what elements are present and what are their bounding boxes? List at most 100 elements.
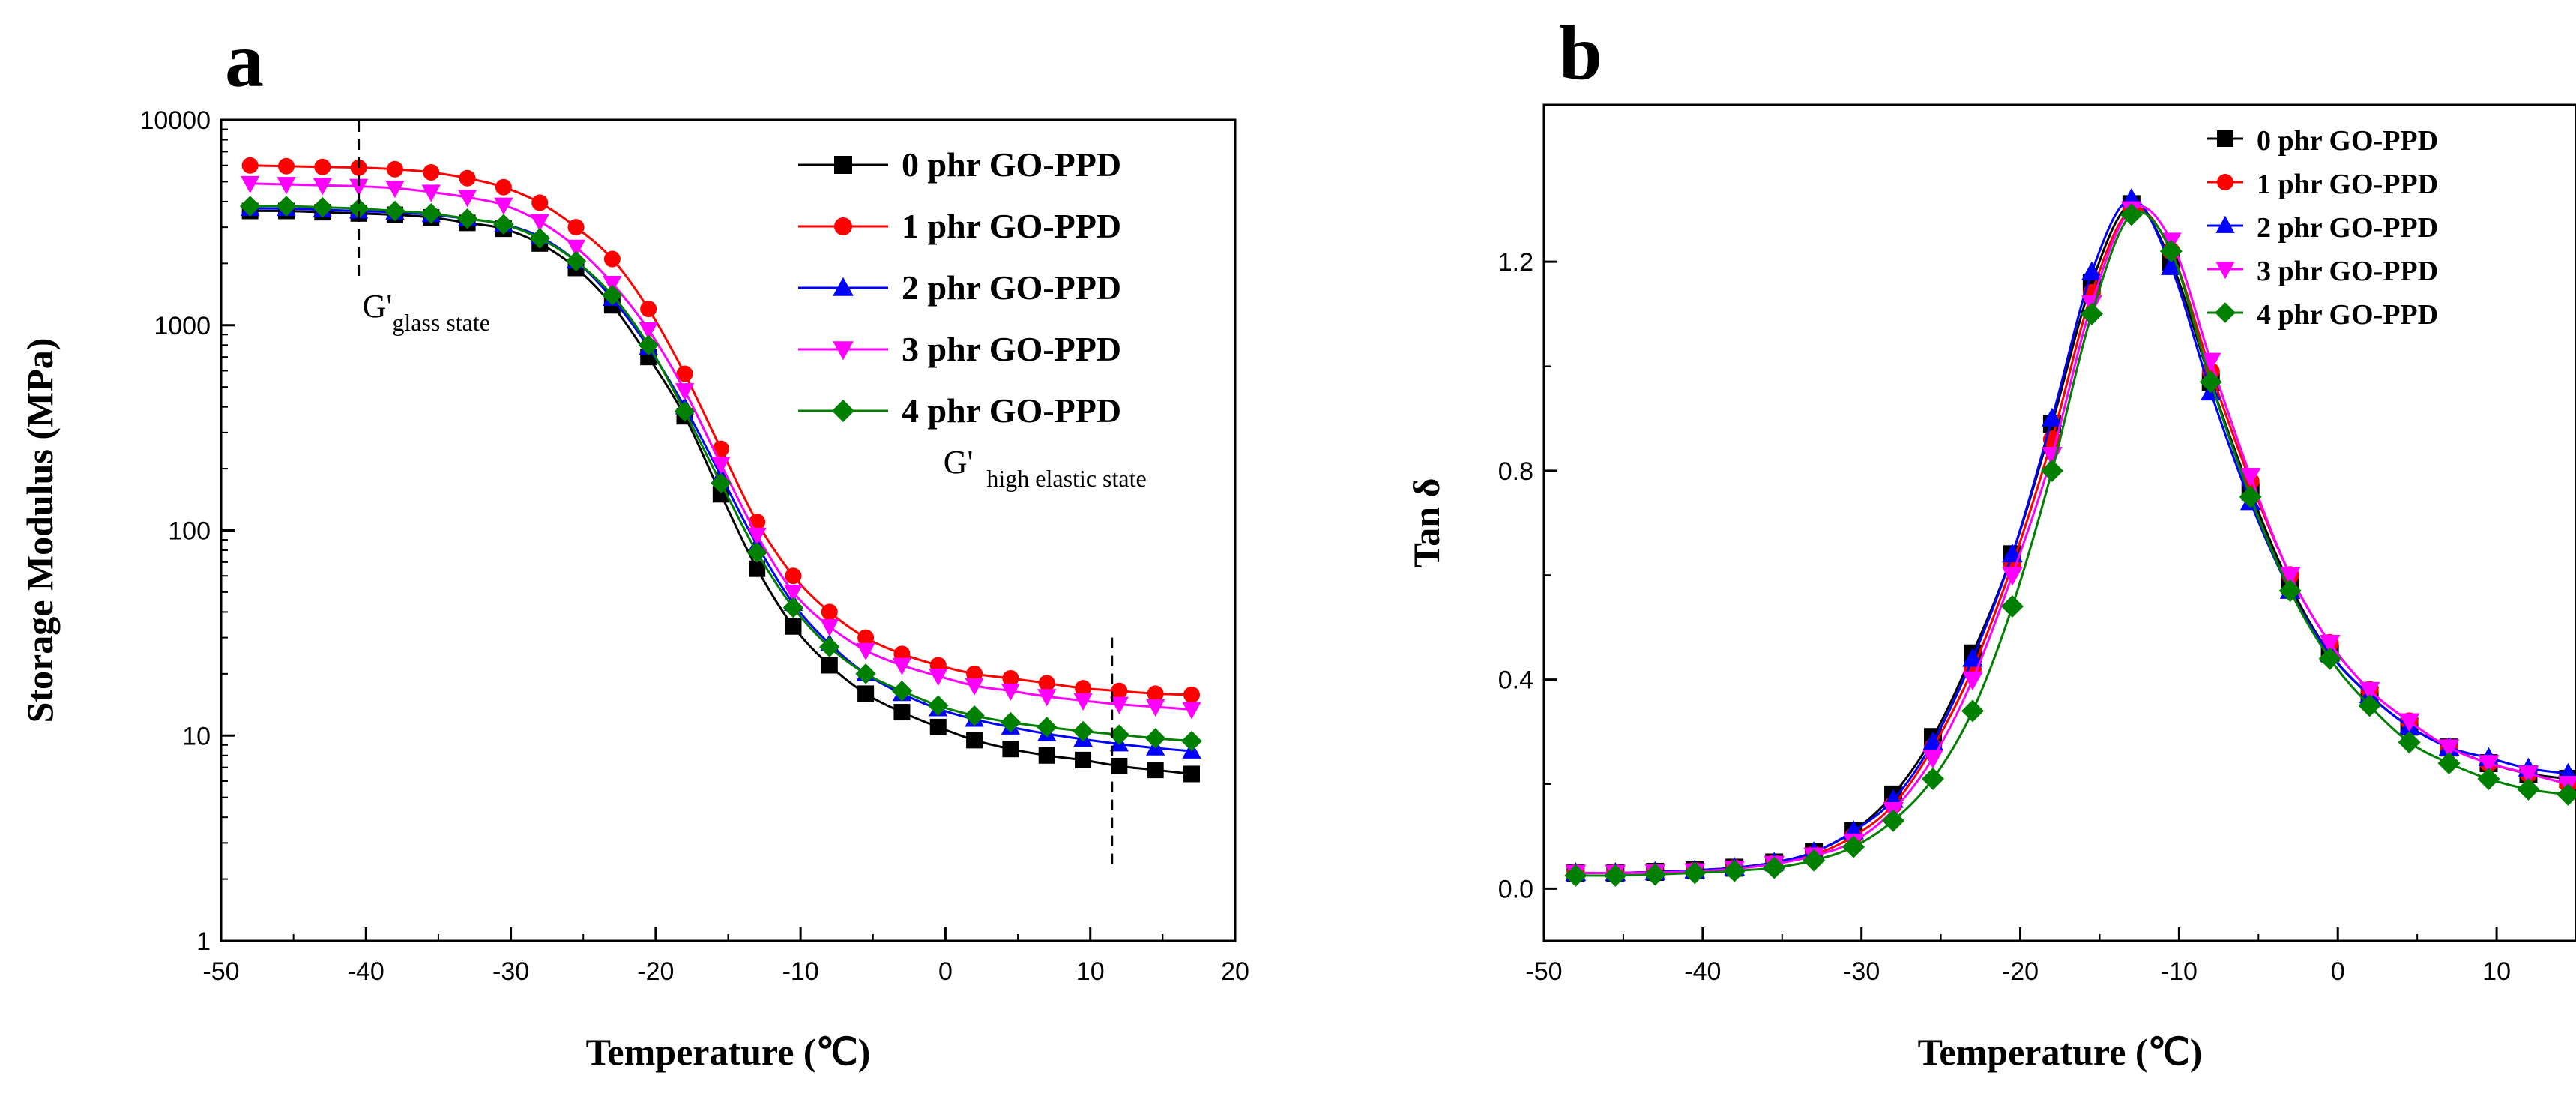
legend-label-4: 4 phr GO-PPD — [902, 391, 1121, 430]
data-point-series-1 — [857, 629, 875, 646]
x-tick-label: 20 — [1221, 957, 1249, 986]
data-point-series-4 — [928, 695, 949, 716]
x-tick-label: -20 — [2002, 957, 2039, 986]
x-tick-label: -20 — [637, 957, 674, 986]
data-point-series-2 — [2081, 261, 2102, 280]
data-point-series-4 — [2437, 752, 2461, 775]
data-point-series-3 — [603, 275, 622, 294]
legend-marker-3 — [833, 341, 854, 361]
data-point-series-3 — [856, 642, 875, 660]
data-point-series-0 — [1111, 757, 1128, 774]
data-point-series-4 — [1000, 711, 1022, 733]
data-point-series-3 — [929, 668, 948, 687]
legend-label-0: 0 phr GO-PPD — [2257, 125, 2438, 157]
legend-marker-0 — [834, 156, 852, 174]
data-point-series-4 — [1564, 864, 1587, 887]
data-point-series-3 — [2438, 739, 2460, 759]
data-point-series-0 — [857, 685, 875, 702]
data-point-series-1 — [966, 665, 983, 682]
data-point-series-1 — [603, 250, 621, 268]
data-point-series-4 — [239, 196, 261, 217]
panel-letter: b — [1559, 10, 1602, 96]
x-tick-label: -30 — [492, 957, 529, 986]
legend-marker-2 — [2215, 215, 2235, 233]
data-point-series-1 — [567, 219, 585, 236]
data-point-series-3 — [313, 178, 332, 196]
data-point-series-1 — [821, 603, 838, 621]
data-point-series-0 — [1038, 747, 1055, 764]
data-point-series-4 — [1604, 864, 1627, 887]
legend-marker-0 — [2217, 130, 2233, 147]
data-point-series-3 — [892, 657, 912, 675]
data-point-series-4 — [2398, 731, 2421, 754]
legend: 0 phr GO-PPD 1 phr GO-PPD 2 phr GO-PPD 3 ph… — [2207, 125, 2438, 331]
series-group — [1564, 188, 2576, 887]
data-point-series-2 — [2042, 407, 2063, 427]
data-point-series-4 — [891, 680, 913, 702]
annotation-high-elastic-state: G' high elastic state — [944, 444, 1147, 492]
data-point-series-4 — [1961, 699, 1984, 723]
x-tick-label: -50 — [1525, 957, 1562, 986]
x-tick-label: -40 — [348, 957, 384, 986]
data-point-series-3 — [241, 175, 260, 194]
data-point-series-4 — [2557, 783, 2576, 806]
data-point-series-4 — [2120, 203, 2143, 226]
data-point-series-4 — [1073, 720, 1094, 742]
data-point-series-4 — [1683, 861, 1707, 885]
data-point-series-4 — [2477, 767, 2500, 790]
data-point-series-4 — [2358, 694, 2381, 717]
data-point-series-1 — [314, 158, 331, 175]
data-point-series-3 — [566, 239, 586, 257]
chart-panel-b: b -50 -40 -30 -20 -10 0 10 0.0 0.4 0.8 1.2 Temperatu… — [1405, 10, 2576, 1073]
data-point-series-1 — [459, 169, 476, 187]
data-point-series-3 — [2279, 567, 2301, 586]
data-point-series-2 — [1962, 648, 1983, 667]
data-point-series-3 — [639, 322, 658, 340]
y-tick-label: 0.0 — [1498, 875, 1533, 903]
legend-label-1: 1 phr GO-PPD — [2257, 169, 2438, 200]
x-axis-title: Temperature (℃) — [586, 1031, 871, 1073]
x-tick-label: 0 — [2331, 957, 2345, 986]
data-point-series-3 — [530, 214, 549, 232]
y-tick-label: 100 — [168, 517, 211, 546]
data-point-series-4 — [602, 284, 623, 306]
legend-marker-3 — [2215, 262, 2235, 280]
data-point-series-1 — [277, 157, 295, 175]
data-point-series-3 — [1073, 693, 1093, 711]
data-point-series-3 — [349, 178, 369, 196]
data-point-series-4 — [1803, 849, 1826, 872]
annotation-symbol: G' — [363, 288, 393, 325]
data-point-series-4 — [1922, 767, 1945, 790]
data-point-series-3 — [1146, 699, 1165, 717]
data-point-series-3 — [1001, 683, 1021, 701]
data-point-series-4 — [2040, 459, 2063, 482]
data-point-series-3 — [2359, 681, 2380, 701]
data-point-series-4 — [529, 228, 550, 249]
data-point-series-1 — [495, 178, 512, 196]
data-point-series-4 — [638, 334, 659, 356]
data-point-series-4 — [1882, 809, 1905, 832]
x-tick-label: -10 — [782, 957, 819, 986]
y-tick-label: 0.8 — [1498, 457, 1533, 486]
y-tick-label: 1.2 — [1498, 248, 1533, 277]
data-point-series-4 — [819, 636, 840, 657]
data-point-series-4 — [1842, 835, 1865, 858]
legend-marker-4 — [832, 400, 854, 422]
data-point-series-1 — [1183, 686, 1201, 703]
data-point-series-3 — [1109, 696, 1129, 714]
x-axis-title: Temperature (℃) — [1918, 1031, 2203, 1073]
y-tick-label: 0.4 — [1498, 666, 1533, 695]
data-point-series-3 — [747, 527, 767, 545]
data-point-series-1 — [785, 567, 802, 585]
legend-marker-4 — [2215, 302, 2236, 323]
data-point-series-4 — [746, 542, 767, 563]
data-point-series-4 — [2199, 370, 2222, 394]
data-point-series-0 — [749, 560, 766, 577]
annotation-symbol: G' — [944, 444, 974, 481]
x-tick-label: 10 — [1076, 957, 1105, 986]
data-point-series-1 — [676, 365, 693, 382]
data-point-series-3 — [1962, 671, 1983, 690]
data-point-series-0 — [1183, 765, 1201, 783]
data-point-series-4 — [2159, 240, 2183, 263]
data-point-series-0 — [1075, 751, 1092, 768]
